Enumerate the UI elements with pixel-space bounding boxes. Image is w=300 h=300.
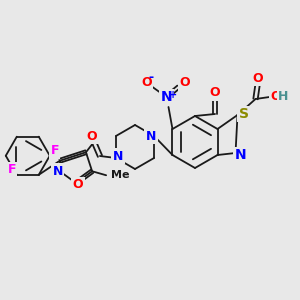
Text: F: F: [8, 163, 16, 176]
Text: F: F: [50, 144, 59, 157]
Text: N: N: [113, 149, 123, 163]
Text: N: N: [235, 148, 246, 162]
Text: Me: Me: [111, 170, 130, 180]
Text: O: O: [252, 71, 263, 85]
Text: H: H: [278, 91, 289, 103]
Text: O: O: [210, 86, 220, 100]
Text: O: O: [141, 76, 152, 89]
Text: O: O: [179, 76, 190, 89]
Text: O: O: [270, 91, 281, 103]
Text: O: O: [73, 178, 83, 191]
Text: S: S: [238, 107, 248, 121]
Text: +: +: [169, 90, 178, 100]
Text: O: O: [87, 130, 97, 142]
Text: N: N: [146, 130, 156, 142]
Text: N: N: [52, 165, 63, 178]
Text: N: N: [161, 90, 172, 104]
Text: -: -: [148, 70, 153, 83]
